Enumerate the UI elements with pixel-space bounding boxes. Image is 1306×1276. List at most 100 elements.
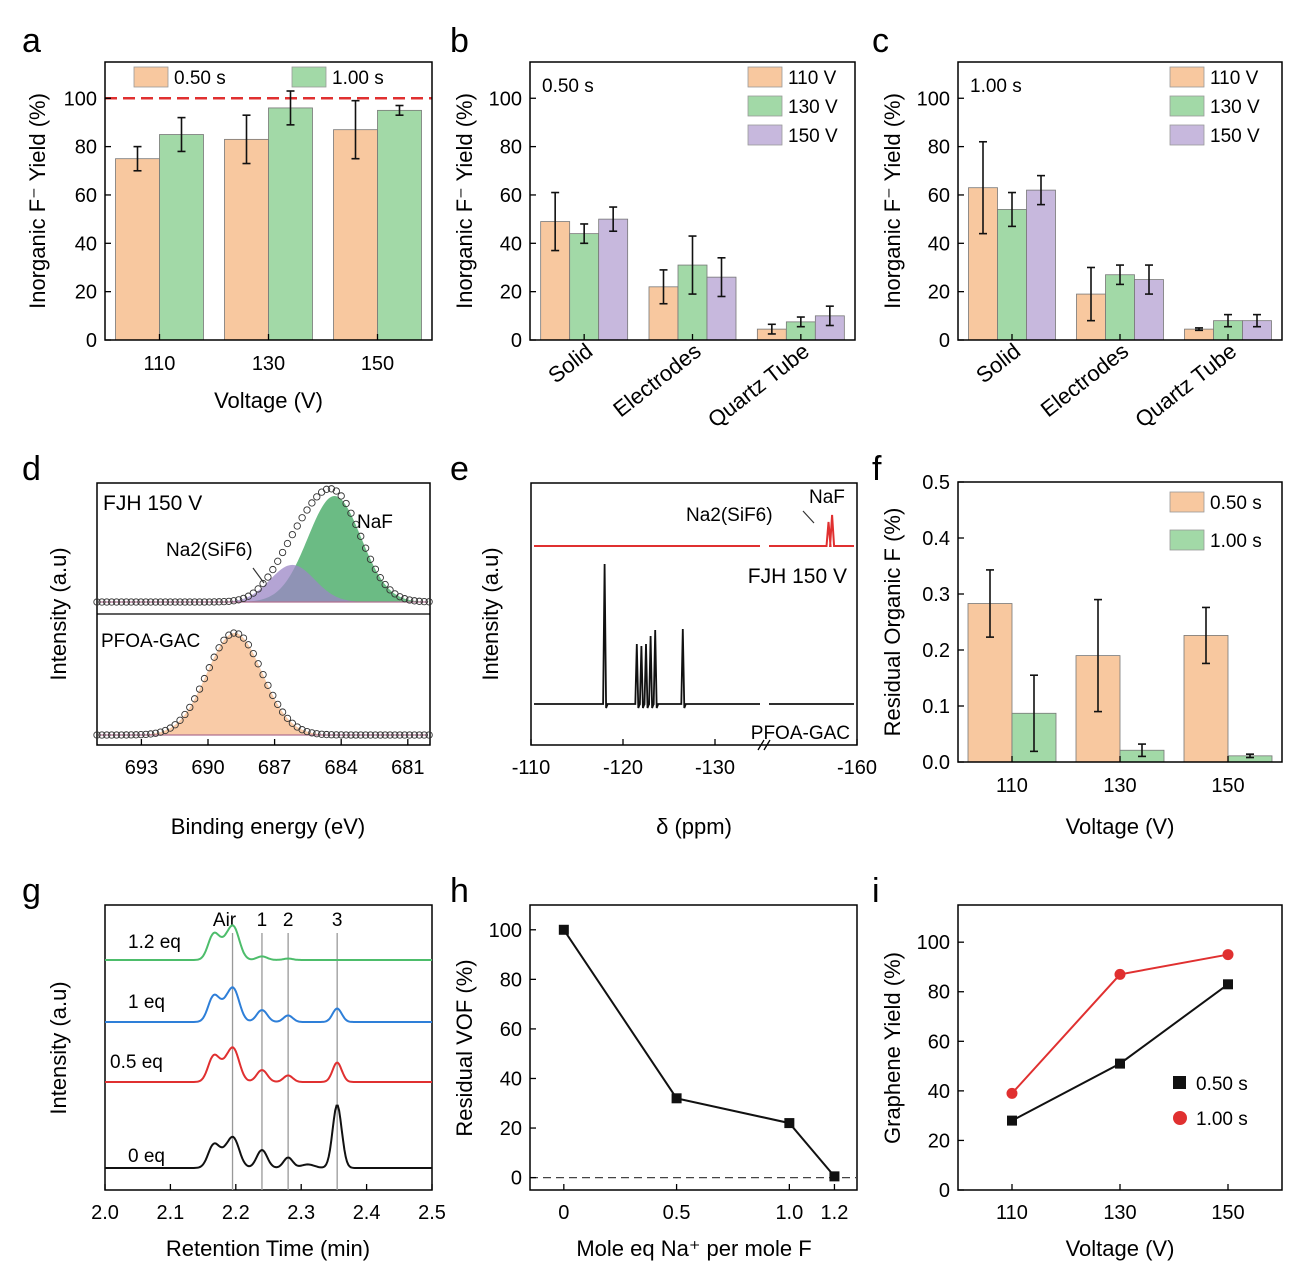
data-point-fjh — [215, 598, 223, 606]
data-point-pfoa — [142, 730, 150, 739]
plot-frame — [529, 904, 858, 1191]
data-point-fjh — [410, 597, 419, 605]
y-axis-label: Intensity (a.u) — [478, 547, 503, 680]
data-point-pfoa — [332, 731, 340, 739]
data-point-pfoa — [112, 731, 121, 739]
data-point-pfoa — [230, 629, 238, 637]
y-axis-label: Intensity (a.u) — [46, 981, 71, 1114]
data-point-pfoa — [420, 731, 428, 739]
data-point-fjh — [405, 596, 414, 604]
data-point-pfoa — [337, 731, 345, 739]
x-axis-label: Mole eq Na⁺ per mole F — [576, 1236, 811, 1261]
data-point-pfoa — [127, 731, 135, 739]
data-point-pfoa — [186, 703, 194, 712]
y-axis-label: Inorganic F⁻ Yield (%) — [452, 93, 477, 309]
panel-label-f: f — [872, 450, 882, 488]
plot-frame — [957, 904, 1283, 1191]
y-tick-label: 60 — [928, 185, 950, 207]
x-axis-label: Voltage (V) — [1066, 814, 1175, 839]
axis-break-mark — [757, 739, 765, 751]
chart-d-xps-spectra: FJH 150 V NaF Na2(SiF6) PFOA-GAC 693 690 687 68… — [46, 482, 433, 839]
legend-label-2: 150 V — [1210, 126, 1260, 147]
x-tick-label: 0.5 — [663, 1202, 691, 1224]
bar-150V-Solid — [598, 218, 629, 341]
data-point-pfoa — [298, 726, 306, 734]
legend-label-0: 110 V — [1210, 68, 1259, 89]
data-point-fjh — [366, 555, 375, 563]
data-point-pfoa — [166, 724, 174, 732]
y-tick-label: 0 — [86, 330, 97, 352]
data-point-pfoa — [308, 729, 316, 737]
na2sif6-arrow — [252, 567, 265, 584]
vof-point-1 — [671, 1093, 682, 1104]
x-tick-label: 150 — [1211, 775, 1244, 797]
y-tick-label: 0.1 — [922, 696, 950, 718]
data-point-pfoa — [244, 641, 253, 649]
line-050s — [1011, 983, 1229, 1122]
legend-label-0: 0.50 s — [174, 68, 226, 89]
x-tick-label: Solid — [543, 338, 597, 388]
x-tick-label: 2.3 — [287, 1202, 315, 1224]
plot-frame — [530, 482, 858, 746]
data-point-pfoa — [361, 731, 370, 739]
legend-swatch-0 — [133, 66, 169, 88]
data-point-pfoa — [103, 731, 111, 739]
data-point-fjh — [93, 598, 101, 606]
data-point-fjh — [283, 539, 292, 548]
legend-label-0: 0.50 s — [1210, 493, 1262, 514]
point-050s-110 — [1007, 1115, 1017, 1126]
label-fjh-150v: FJH 150 V — [103, 492, 202, 515]
data-point-fjh — [210, 598, 218, 606]
data-point-pfoa — [205, 664, 213, 672]
data-point-fjh — [361, 544, 370, 552]
point-100s-150 — [1222, 949, 1234, 961]
data-point-fjh — [327, 485, 336, 493]
legend-swatch-1 — [1169, 95, 1205, 117]
plot-frame — [957, 481, 1283, 763]
trace-label-1eq: 1 eq — [128, 992, 165, 1013]
data-point-fjh — [381, 580, 389, 589]
data-point-fjh — [98, 598, 106, 606]
data-point-pfoa — [200, 674, 209, 683]
legend-swatch-1 — [747, 95, 783, 117]
y-tick-label: 60 — [928, 1031, 950, 1053]
data-point-fjh — [112, 598, 121, 606]
bar-150V-Solid — [1026, 189, 1056, 341]
data-point-fjh — [420, 597, 428, 606]
legend-swatch-0 — [747, 66, 783, 88]
marker-label-2: 2 — [283, 910, 294, 931]
data-point-fjh — [161, 598, 170, 606]
bar-130V-Solid — [997, 209, 1027, 341]
x-tick-label: Solid — [971, 338, 1025, 388]
data-point-pfoa — [254, 660, 262, 668]
data-point-pfoa — [234, 630, 243, 638]
data-point-fjh — [127, 598, 135, 606]
x-axis-label: Voltage (V) — [214, 388, 323, 413]
bar-100s-110 — [159, 134, 204, 341]
data-point-fjh — [298, 514, 306, 522]
na2sif6-arrow — [802, 510, 815, 524]
legend-label-1: 1.00 s — [332, 68, 384, 89]
y-tick-label: 40 — [928, 1081, 950, 1103]
x-axis-label: Voltage (V) — [1066, 1236, 1175, 1261]
data-point-pfoa — [376, 731, 384, 739]
spectrum-pfoa-gac — [534, 563, 854, 709]
spectrum-fjh-150v — [534, 514, 854, 547]
data-point-fjh — [425, 598, 433, 606]
x-axis-label: Binding energy (eV) — [171, 814, 365, 839]
data-point-fjh — [205, 598, 213, 606]
data-point-pfoa — [132, 731, 140, 739]
data-point-fjh — [166, 598, 174, 606]
data-point-pfoa — [117, 731, 126, 739]
panel-label-a: a — [22, 22, 41, 60]
vof-point-2 — [784, 1118, 795, 1129]
x-tick-label: 690 — [191, 757, 224, 779]
data-point-fjh — [322, 485, 331, 493]
data-point-fjh — [415, 597, 423, 605]
data-point-fjh — [254, 585, 262, 593]
y-tick-label: 40 — [75, 233, 97, 255]
x-tick-label: 684 — [325, 757, 358, 779]
legend-label-0: 0.50 s — [1196, 1074, 1248, 1095]
